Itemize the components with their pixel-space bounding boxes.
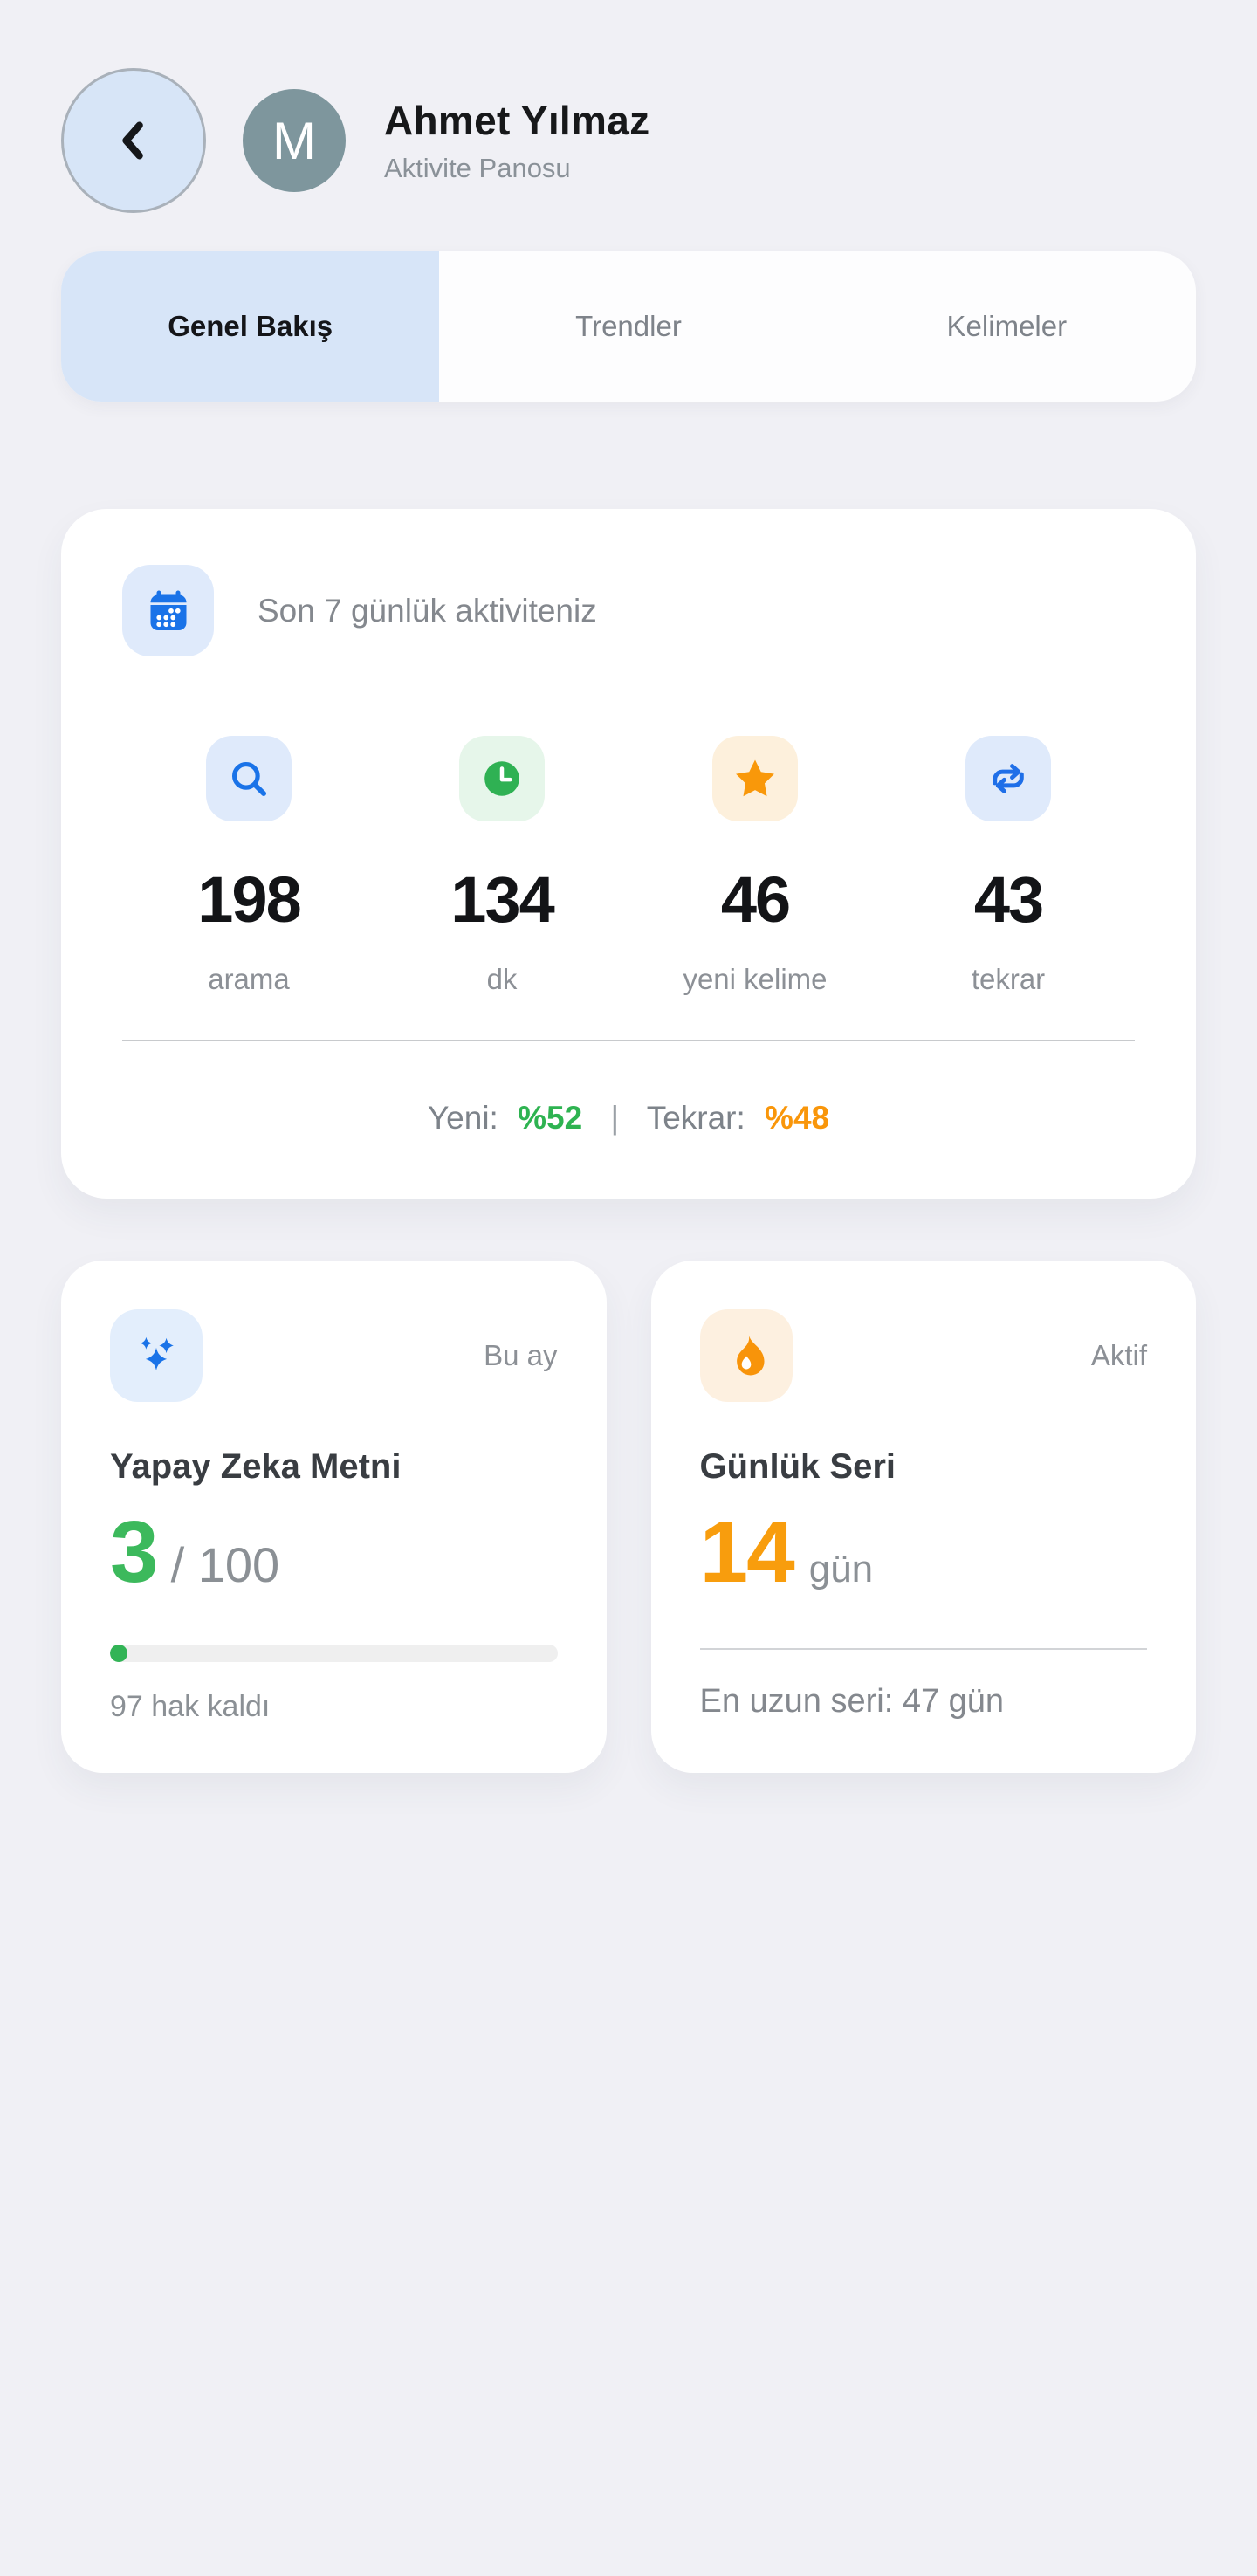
tab-label: Genel Bakış [168, 310, 333, 342]
stat-value: 134 [450, 863, 554, 936]
calendar-icon [122, 565, 214, 656]
ai-remaining-caption: 97 hak kaldı [110, 1690, 271, 1723]
stat-label: yeni kelime [683, 963, 828, 995]
streak-card-header: Aktif [699, 1309, 1147, 1402]
repeat-icon [965, 736, 1051, 821]
header: M Ahmet Yılmaz Aktivite Panosu [61, 65, 1196, 216]
stat-repeats: 43 tekrar [882, 736, 1135, 993]
stat-value: 43 [973, 863, 1044, 936]
back-button[interactable] [61, 68, 206, 213]
streak-divider [699, 1648, 1147, 1650]
ai-used-count: 3 [110, 1503, 159, 1601]
stat-label: arama [208, 963, 290, 995]
daily-streak-card: Aktif Günlük Seri 14 gün En uzun seri: 4… [650, 1261, 1196, 1773]
activity-dashboard-page: M Ahmet Yılmaz Aktivite Panosu Genel Bak… [61, 65, 1196, 1773]
repeat-label: Tekrar: [646, 1100, 745, 1136]
ai-card-title: Yapay Zeka Metni [110, 1447, 402, 1486]
streak-card-badge: Aktif [1090, 1339, 1147, 1371]
page-title: Ahmet Yılmaz [384, 98, 650, 143]
streak-card-title: Günlük Seri [699, 1447, 896, 1486]
stat-searches: 198 arama [122, 736, 375, 993]
ratio-separator: | [610, 1100, 620, 1136]
stat-minutes: 134 dk [375, 736, 628, 993]
stat-new-words: 46 yeni kelime [628, 736, 882, 993]
page-subtitle: Aktivite Panosu [384, 153, 571, 183]
streak-unit: gün [808, 1548, 874, 1590]
ai-usage-value-row: 3 / 100 [110, 1508, 558, 1596]
progress-fill [110, 1645, 127, 1662]
star-icon [712, 736, 798, 821]
streak-value-row: 14 gün [700, 1508, 1148, 1596]
tab-genel-bakis[interactable]: Genel Bakış [61, 251, 440, 402]
ai-card-badge: Bu ay [484, 1339, 558, 1371]
chevron-left-icon [106, 113, 161, 168]
weekly-activity-title: Son 7 günlük aktiviteniz [258, 592, 597, 629]
sparkles-icon [110, 1309, 203, 1402]
avatar-initial: M [272, 111, 316, 170]
tab-bar: Genel Bakış Trendler Kelimeler [61, 251, 1196, 402]
repeat-value: %48 [765, 1100, 830, 1136]
header-text: Ahmet Yılmaz Aktivite Panosu [384, 97, 649, 184]
stat-label: dk [486, 963, 518, 995]
stats-row: 198 arama 134 dk 46 [122, 736, 1135, 993]
ai-total-count: / 100 [170, 1537, 280, 1592]
stat-label: tekrar [971, 963, 1046, 995]
new-vs-repeat-ratio: Yeni: %52 | Tekrar: %48 [122, 1102, 1135, 1134]
ai-card-header: Bu ay [110, 1309, 558, 1402]
tab-kelimeler[interactable]: Kelimeler [818, 251, 1196, 402]
stat-value: 46 [720, 863, 791, 936]
stat-value: 198 [197, 863, 301, 936]
streak-days-count: 14 [699, 1503, 795, 1601]
tab-label: Kelimeler [946, 310, 1068, 342]
ai-progress-track [110, 1645, 558, 1662]
tab-label: Trendler [575, 310, 682, 342]
weekly-activity-header: Son 7 günlük aktiviteniz [122, 565, 1135, 656]
summary-cards-row: Bu ay Yapay Zeka Metni 3 / 100 97 hak ka… [61, 1261, 1196, 1773]
stats-divider [122, 1040, 1135, 1041]
new-value: %52 [518, 1100, 583, 1136]
longest-streak-text: En uzun seri: 47 gün [699, 1683, 1005, 1720]
tab-trendler[interactable]: Trendler [439, 251, 817, 402]
search-icon [206, 736, 292, 821]
ai-text-card: Bu ay Yapay Zeka Metni 3 / 100 97 hak ka… [61, 1261, 607, 1773]
flame-icon [699, 1309, 793, 1402]
avatar: M [243, 89, 346, 192]
weekly-activity-card: Son 7 günlük aktiviteniz 198 arama [61, 509, 1196, 1199]
new-label: Yeni: [427, 1100, 498, 1136]
clock-icon [459, 736, 545, 821]
